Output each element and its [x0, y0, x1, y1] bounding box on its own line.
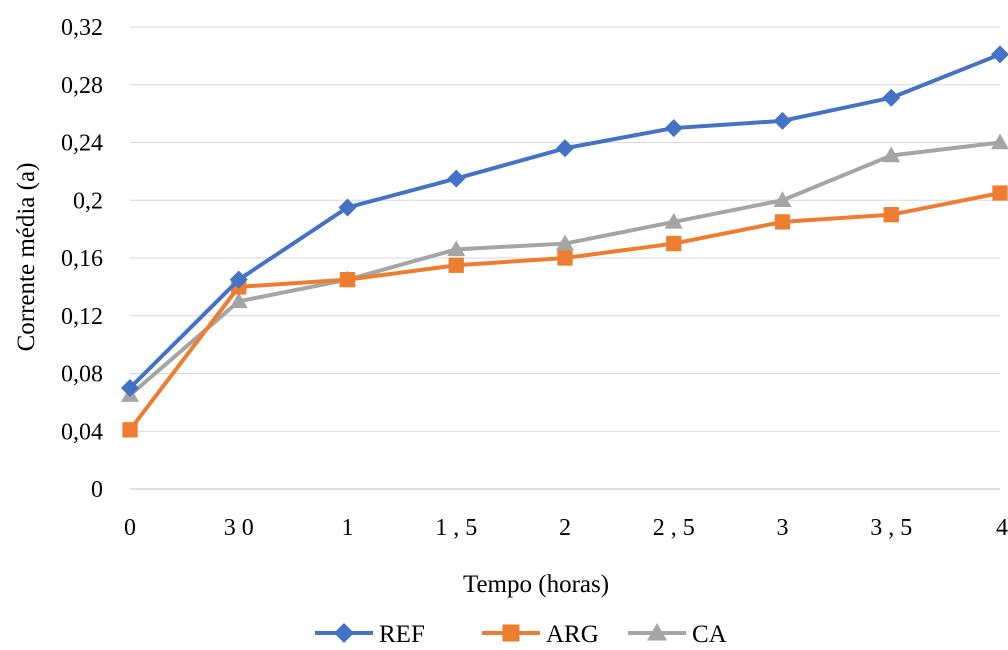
y-tick-label: 0,16: [61, 246, 103, 272]
data-point-arg: [666, 235, 682, 252]
data-point-ref: [447, 169, 466, 188]
legend-label: ARG: [546, 621, 599, 648]
data-point-arg: [448, 257, 464, 273]
y-tick-label: 0,28: [61, 73, 103, 99]
legend-marker: [334, 623, 354, 643]
y-tick-label: 0,12: [61, 304, 103, 330]
x-tick-label: 3 0: [224, 515, 254, 541]
legend-marker: [502, 624, 520, 642]
data-point-ref: [229, 270, 248, 289]
data-point-ref: [338, 198, 357, 217]
y-axis-title: Corrente média (a): [13, 163, 40, 352]
x-tick-label: 2: [559, 515, 571, 541]
x-axis-title: Tempo (horas): [463, 571, 609, 598]
data-point-ca: [556, 234, 574, 251]
legend-marker: [647, 623, 667, 641]
y-tick-label: 0,04: [61, 419, 103, 445]
data-point-ref: [121, 378, 139, 397]
data-point-ref: [882, 88, 901, 107]
legend-label: CA: [692, 621, 727, 648]
legend-item-arg: ARG: [482, 621, 599, 648]
y-tick-label: 0,2: [73, 188, 103, 214]
y-tick-label: 0: [91, 477, 103, 503]
data-point-ca: [773, 191, 792, 207]
legend-label: REF: [379, 621, 425, 648]
y-axis-ticks: 0 0,04 0,08 0,12 0,16 0,2 0,24 0,28 0,32: [61, 15, 103, 503]
data-point-ref: [664, 119, 683, 138]
data-point-ca: [229, 292, 248, 309]
series-group: [121, 45, 1008, 438]
x-tick-label: 3: [777, 515, 789, 541]
series-arg: [122, 185, 1008, 438]
data-point-ref: [556, 139, 574, 158]
data-point-arg: [122, 422, 138, 438]
x-tick-label: 1: [342, 515, 354, 541]
data-point-arg: [774, 214, 791, 230]
series-line-ca: [128, 140, 1002, 398]
data-point-arg: [339, 272, 356, 288]
x-tick-label: 2 , 5: [653, 515, 695, 541]
series-ref: [121, 45, 1008, 397]
data-point-ref: [773, 111, 792, 130]
x-tick-label: 4: [996, 515, 1008, 541]
data-point-ca: [664, 212, 683, 229]
x-tick-label: 3 , 5: [870, 515, 912, 541]
legend-item-ca: CA: [628, 621, 727, 648]
legend-item-ref: REF: [315, 621, 425, 648]
data-point-arg: [883, 207, 899, 223]
y-tick-label: 0,32: [61, 15, 103, 41]
legend: REF ARG CA: [315, 621, 727, 648]
data-point-ca: [447, 240, 466, 257]
data-point-arg: [992, 185, 1008, 201]
data-point-ref: [991, 45, 1008, 64]
data-point-ca: [882, 146, 901, 163]
series-line-arg: [128, 191, 1002, 432]
x-tick-label: 1 , 5: [435, 515, 477, 541]
data-point-ca: [991, 133, 1008, 150]
x-tick-label: 0: [124, 515, 136, 541]
y-tick-label: 0,24: [61, 131, 103, 157]
x-axis-ticks: 0 3 0 1 1 , 5 2 2 , 5 3 3 , 5 4: [124, 515, 1008, 541]
data-point-arg: [557, 250, 573, 266]
y-tick-label: 0,08: [61, 362, 103, 388]
series-line-ref: [128, 52, 1002, 390]
